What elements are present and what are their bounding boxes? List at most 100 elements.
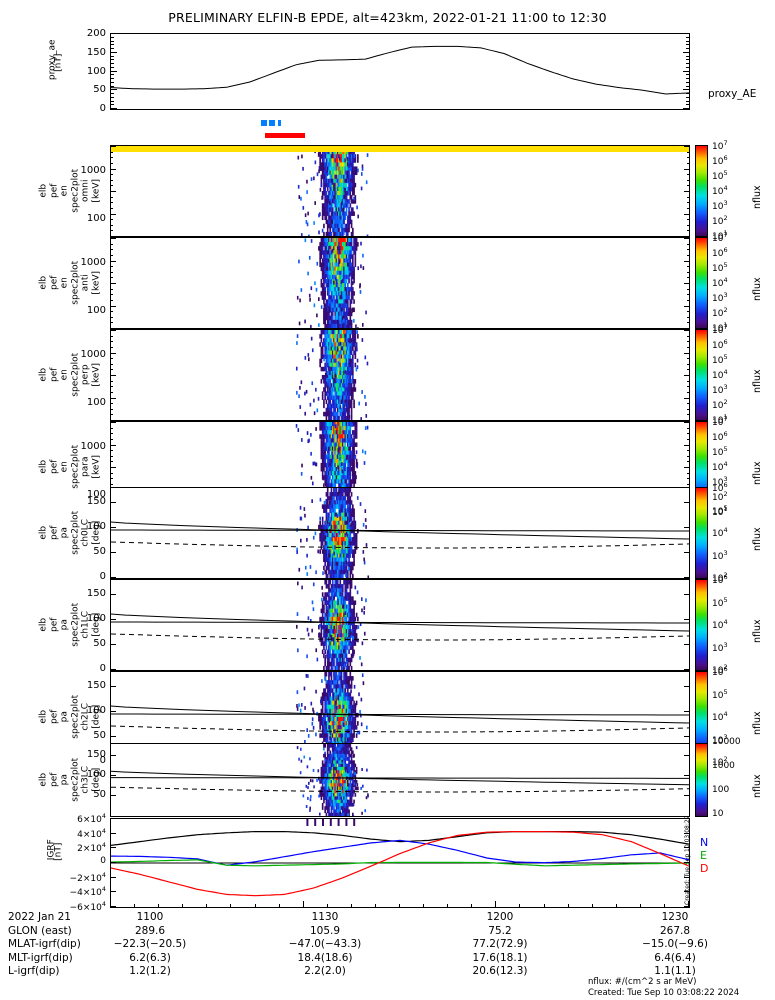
xaxis-minor-tick [110,904,111,908]
energy-minor-tick [110,266,113,268]
energy-label-1-1: pef [48,275,59,290]
pa-tick [110,669,116,670]
pa-ytick-3-1: 100 [86,769,106,780]
ae-minor-tick-r [686,108,690,109]
energy-minor-tick [110,380,113,382]
energy-minor-tick [110,433,113,435]
xaxis-value-r0-c3: 1230 [661,911,689,923]
ae-minor-tick-r [686,89,690,91]
xaxis-minor-tick [230,904,232,908]
pa-ytick-3-2: 50 [93,789,106,800]
colorbar-label-e0: nflux [752,185,763,209]
energy-minor-tick-r [687,157,690,159]
energy-minor-tick [110,238,116,239]
energy-minor-tick [110,422,116,423]
colorbar-tick-e2-0: 107 [712,323,728,336]
energy-minor-tick-r [684,330,690,331]
energy-label-0-1: pef [48,183,59,198]
ae-minor-tick-r [686,55,690,57]
igrf-ytick-2: 2×104 [77,841,106,855]
pa-label-3-1: pef [48,772,59,787]
energy-minor-tick-r [687,196,690,198]
energy-minor-tick [110,219,113,221]
energy-minor-tick [110,224,113,226]
colorbar-label-e1: nflux [752,277,763,301]
energy-spectrogram-2 [295,330,369,420]
pa-label-3-0: elb [38,772,49,787]
pa-tick [110,552,116,553]
colorbar-tick-e0-1: 106 [712,154,728,167]
colorbar-tick-e1-6: 101 [712,321,728,334]
energy-minor-tick [110,330,116,331]
energy-minor-tick-r [687,369,690,371]
energy-minor-tick [110,271,113,273]
energy-minor-tick [110,305,116,307]
ae-minor-tick [110,96,114,98]
colorbar-tick-e0-5: 102 [712,214,728,227]
colorbar-tick-p0-3: 103 [712,548,728,562]
colorbar-tick-e0-6: 101 [712,229,728,242]
energy-minor-tick [110,397,116,399]
energy-minor-tick-r [684,236,690,237]
ae-minor-tick [110,81,114,83]
energy-minor-tick-r [687,249,690,251]
xaxis-minor-tick [688,904,689,908]
energy-minor-tick-r [687,277,690,279]
energy-minor-tick-r [687,380,690,382]
energy-minor-tick-r [687,162,690,164]
pa-label-2-0: elb [38,709,49,724]
pa-tick [110,736,116,737]
xaxis-value-r2-c3: −15.0(−9.6) [642,938,708,950]
pa-ytick-2-3: 0 [99,755,106,766]
yellow-band [111,146,689,152]
pa-tick-r [684,527,690,528]
energy-minor-tick [110,328,116,329]
energy-minor-tick [110,450,113,452]
energy-minor-tick-r [687,174,690,176]
ae-ytick-200: 200 [86,28,106,39]
energy-minor-tick-r [684,260,690,262]
energy-minor-tick [110,157,113,159]
energy-minor-tick [110,341,113,343]
energy-minor-tick-r [687,230,690,232]
xaxis-value-r3-c2: 17.6(18.1) [472,951,528,964]
energy-minor-tick-r [687,427,690,429]
energy-minor-tick [110,249,113,251]
pa-ytick-2-1: 100 [86,705,106,716]
colorbar-tick-e3-5: 102 [712,490,728,503]
xaxis-minor-tick [495,904,497,908]
colorbar-tick-p0-4: 102 [712,571,728,584]
colorbar-tick-p1-1: 105 [712,595,728,609]
ae-minor-tick-r [686,59,690,61]
igrf-tick-r [684,832,690,834]
energy-minor-tick-r [687,478,690,480]
colorbar-label-p2: nflux [752,711,763,735]
colorbar-tick-e3-4: 103 [712,475,728,488]
xaxis-minor-tick [567,904,569,908]
xaxis-value-r1-c1: 105.9 [309,924,341,937]
igrf-ytick-0: 6×104 [77,812,106,825]
colorbar-tick-e0-2: 105 [712,169,728,182]
colorbar-p3 [695,743,708,817]
energy-minor-tick [110,403,113,405]
energy-minor-tick [110,322,113,324]
event-marker-blue-2 [269,120,275,126]
energy-minor-tick [110,369,113,371]
energy-minor-tick-r [684,420,690,421]
energy-minor-tick [110,316,113,318]
colorbar-tick-p1-2: 104 [712,618,728,631]
ae-minor-tick-r [686,36,690,38]
energy-minor-tick [110,243,113,245]
ae-minor-tick-r [686,40,690,42]
energy-panel-0 [110,145,690,237]
energy-minor-tick-r [687,341,690,343]
energy-minor-tick-r [684,191,690,192]
energy-minor-tick [110,207,113,209]
energy-minor-tick [110,311,113,313]
ae-minor-tick-r [686,78,690,79]
energy-ytick-0-1: 100 [86,212,106,224]
igrf-tick-r [684,818,690,819]
energy-minor-tick [110,472,113,474]
energy-minor-tick [110,420,116,421]
energy-minor-tick [110,375,116,376]
